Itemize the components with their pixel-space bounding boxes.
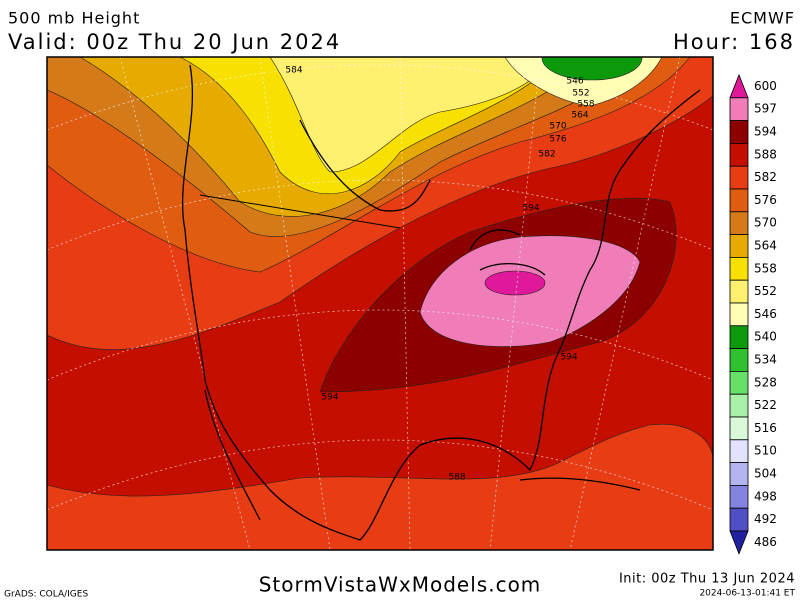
colorbar-label: 534 [754, 353, 777, 367]
colorbar-swatch [729, 120, 749, 144]
colorbar-swatch [729, 165, 749, 190]
colorbar-label: 510 [754, 444, 777, 458]
contour-label: 564 [571, 111, 588, 121]
colorbar-swatch [729, 462, 749, 486]
colorbar-swatch [729, 279, 749, 304]
contour-label: 594 [560, 353, 577, 363]
colorbar-label: 546 [754, 307, 777, 321]
colorbar-label: 492 [754, 512, 777, 526]
colorbar-label: 522 [754, 398, 777, 412]
colorbar-cap [729, 530, 749, 555]
colorbar-label: 564 [754, 239, 777, 253]
band-600 [484, 270, 546, 296]
colorbar-swatch [729, 325, 749, 349]
colorbar-swatch [729, 97, 749, 122]
contour-label: 584 [285, 66, 302, 76]
contour-label: 588 [448, 473, 465, 483]
colorbar-label: 504 [754, 467, 777, 481]
colorbar-swatch [729, 188, 749, 213]
map-title: 500 mb Height [8, 9, 140, 28]
contour-label: 570 [549, 122, 566, 132]
colorbar-label: 528 [754, 375, 777, 389]
lat-lon-grid [47, 57, 713, 550]
contour-label: 576 [549, 135, 566, 145]
band-582-south [47, 423, 713, 550]
colorbar-label: 576 [754, 193, 777, 207]
credit: GrADS: COLA/IGES [4, 590, 88, 600]
colorbar-label: 540 [754, 330, 777, 344]
valid-time: Valid: 00z Thu 20 Jun 2024 [8, 30, 341, 54]
colorbar-swatch [729, 484, 749, 509]
colorbar: 600 597 594 588 582 576 570 564 558 552 546 540 534 5… [729, 73, 777, 555]
band-540 [541, 57, 643, 81]
colorbar-swatch [729, 370, 749, 395]
colorbar-swatch [729, 211, 749, 236]
colorbar-swatch [729, 439, 749, 463]
map-border [46, 56, 714, 551]
colorbar-label: 486 [754, 535, 777, 549]
coastlines [182, 64, 701, 541]
timestamp: 2024-06-13-01:41 ET [699, 589, 795, 599]
init-time: Init: 00z Thu 13 Jun 2024 [619, 572, 795, 587]
colorbar-label: 558 [754, 261, 777, 275]
colorbar-cap [729, 73, 749, 99]
colorbar-label: 552 [754, 284, 777, 298]
contour-label: 594 [522, 204, 539, 214]
colorbar-swatch [729, 416, 749, 441]
forecast-hour: Hour: 168 [673, 30, 795, 54]
contour-label: 552 [572, 89, 589, 99]
colorbar-swatch [729, 302, 749, 327]
colorbar-swatch [729, 142, 749, 167]
colorbar-label: 516 [754, 421, 777, 435]
band-552 [269, 57, 551, 173]
colorbar-label: 597 [754, 102, 777, 116]
colorbar-swatch [729, 393, 749, 418]
colorbar-swatch [729, 256, 749, 281]
colorbar-swatch [729, 507, 749, 532]
colorbar-label: 600 [754, 79, 777, 93]
contour-label: 546 [566, 77, 583, 87]
contour-label: 558 [577, 100, 594, 110]
colorbar-label: 594 [754, 125, 777, 139]
colorbar-swatch [729, 348, 749, 372]
colorbar-label: 570 [754, 216, 777, 230]
colorbar-label: 498 [754, 489, 777, 503]
site-name: StormVistaWxModels.com [259, 573, 542, 597]
colorbar-label: 582 [754, 170, 777, 184]
colorbar-swatch [729, 234, 749, 258]
colorbar-label: 588 [754, 147, 777, 161]
contour-label: 582 [538, 150, 555, 160]
contour-label: 594 [321, 393, 338, 403]
model-name: ECMWF [730, 9, 795, 28]
